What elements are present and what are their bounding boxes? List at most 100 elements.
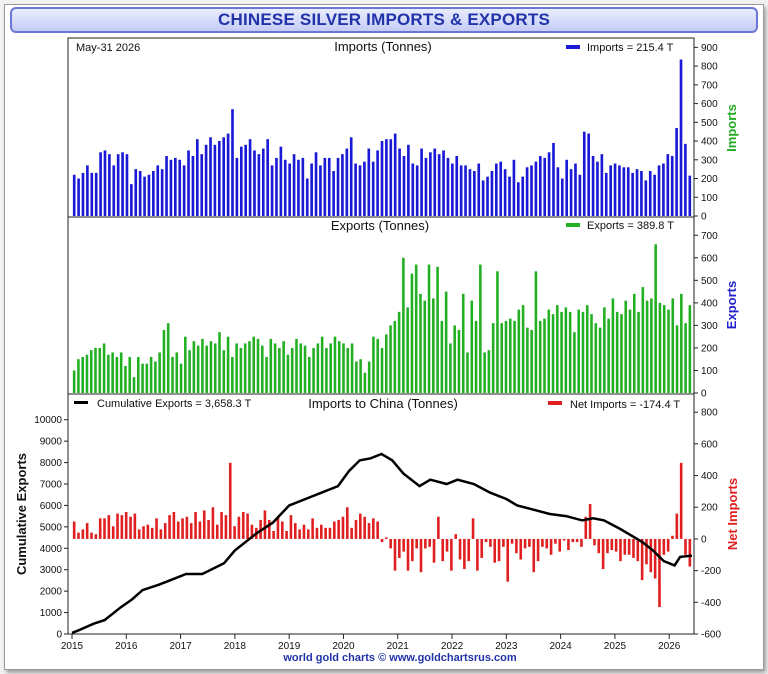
net-imports-bar [211, 507, 215, 539]
exports-bar [119, 352, 123, 393]
exports-bar [213, 343, 217, 393]
net-imports-bar [116, 513, 119, 539]
imports-bar [99, 152, 102, 216]
imports-bar [349, 137, 353, 216]
imports-date-label: May-31 2026 [76, 42, 140, 54]
net-imports-bar [176, 521, 180, 539]
page-title: CHINESE SILVER IMPORTS & EXPORTS [218, 10, 550, 29]
net-imports-bar [679, 462, 683, 539]
imports-bar [516, 182, 520, 216]
net-imports-bar [597, 538, 601, 554]
imports-bar [108, 154, 111, 216]
imports-bar [464, 165, 467, 216]
imports-bar [508, 176, 511, 216]
net-imports-bar [72, 521, 76, 539]
net-imports-bar [458, 538, 462, 560]
net-imports-bar [445, 538, 449, 552]
cumulative-ytick-label: 1000 [40, 608, 63, 619]
exports-bar [107, 354, 110, 393]
exports-bar [414, 264, 418, 393]
net-imports-bar [645, 538, 648, 565]
exports-bar [611, 298, 615, 393]
exports-bar [384, 334, 388, 393]
imports-bar [310, 163, 313, 216]
exports-bar [355, 361, 358, 393]
imports-bar [455, 156, 459, 216]
exports-legend-swatch [566, 223, 580, 227]
net-imports-bar [532, 538, 536, 573]
net-imports-bar [267, 519, 271, 539]
exports-bar [269, 338, 273, 393]
exports-bar [359, 359, 362, 393]
exports-bar [111, 352, 114, 393]
net-imports-bar [302, 524, 306, 539]
net-imports-bar [263, 510, 267, 539]
exports-bars [72, 244, 692, 393]
exports-bar [466, 352, 469, 393]
net-imports-bar [480, 538, 484, 558]
net-imports-bar [402, 538, 405, 552]
exports-bar [461, 293, 465, 393]
exports-bar [325, 347, 328, 393]
exports-bar [684, 323, 687, 393]
net-imports-bar [601, 538, 605, 570]
imports-bar [468, 169, 472, 216]
exports-bar [278, 347, 281, 393]
net-imports-bar [241, 511, 245, 539]
exports-bar [624, 300, 628, 393]
net-imports-bar [372, 518, 375, 539]
imports-ytick-label: 300 [701, 155, 718, 166]
imports-bar [72, 174, 76, 216]
imports-bar [499, 161, 503, 216]
cumulative-ytick-label: 6000 [40, 501, 63, 512]
imports-bar [297, 159, 300, 216]
imports-bar [451, 163, 454, 216]
net-imports-bar [202, 510, 206, 539]
imports-ytick-label: 600 [701, 99, 718, 110]
net-imports-bar [515, 538, 518, 554]
imports-bar [473, 171, 476, 216]
exports-bar [444, 291, 448, 393]
net-imports-bar [85, 523, 89, 539]
net-imports-bar [575, 538, 579, 543]
net-imports-ytick-label: 0 [701, 534, 707, 545]
imports-bar [134, 169, 138, 216]
exports-ytick-label: 400 [701, 298, 718, 309]
imports-bar [81, 172, 85, 216]
imports-bar [174, 157, 177, 216]
exports-bar [303, 345, 307, 393]
exports-legend: Exports = 389.8 T [587, 220, 674, 232]
exports-bar [209, 341, 213, 393]
imports-bar [574, 163, 577, 216]
imports-ytick-label: 100 [701, 193, 718, 204]
imports-bar [613, 163, 617, 216]
net-imports-bar [528, 538, 531, 547]
exports-bar [603, 307, 606, 393]
net-imports-bar [133, 513, 137, 539]
exports-bar [316, 343, 320, 393]
exports-bar [632, 293, 636, 393]
imports-bar [411, 163, 415, 216]
net-imports-bar [328, 527, 332, 539]
net-imports-bar [376, 521, 379, 539]
net-imports-bar [354, 519, 358, 539]
net-imports-bar [159, 529, 163, 539]
exports-bar [320, 336, 324, 393]
imports-bar [332, 171, 335, 216]
exports-bar [158, 352, 161, 393]
imports-bar [604, 172, 608, 216]
imports-bar [156, 165, 160, 216]
net-imports-bar [137, 529, 141, 539]
imports-bar [345, 148, 349, 216]
net-imports-bars [72, 462, 692, 608]
imports-bar [305, 178, 309, 216]
net-imports-bar [289, 515, 293, 539]
imports-bar [147, 174, 151, 216]
net-imports-bar [350, 527, 353, 539]
footer-credit: world gold charts © www.goldchartsrus.co… [282, 652, 516, 664]
net-imports-ytick-label: -400 [701, 598, 721, 609]
exports-bar [312, 347, 315, 393]
exports-bar [500, 323, 504, 393]
imports-bar [209, 137, 212, 216]
